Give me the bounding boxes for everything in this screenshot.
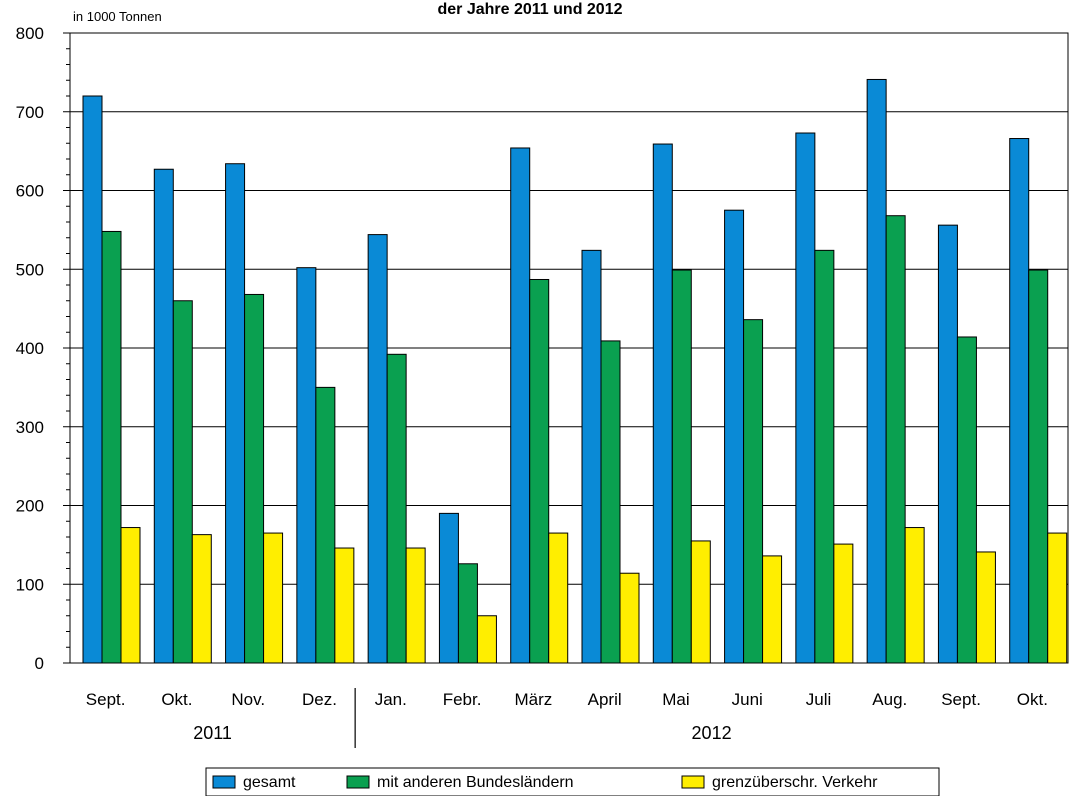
legend-label: gesamt <box>243 774 296 791</box>
bar-grenzueberschr <box>690 540 711 664</box>
legend-swatch <box>681 775 705 789</box>
bar-gesamt <box>724 209 745 664</box>
bar-bundeslaender <box>172 300 193 664</box>
x-tick-label: Febr. <box>443 690 482 709</box>
bar-bundeslaender <box>386 353 407 664</box>
x-tick-label: Nov. <box>231 690 265 709</box>
bar-bundeslaender <box>671 269 692 664</box>
bar-grenzueberschr <box>476 615 497 664</box>
bar-gesamt <box>510 147 531 664</box>
bar-grenzueberschr <box>762 555 783 664</box>
y-tick-label: 200 <box>16 497 44 516</box>
bar-grenzueberschr <box>263 532 284 664</box>
year-label: 2011 <box>193 723 232 743</box>
axes <box>63 32 1069 664</box>
x-tick-label: Okt. <box>161 690 192 709</box>
bar-grenzueberschr <box>904 527 925 664</box>
y-tick-label: 300 <box>16 418 44 437</box>
bar-gesamt <box>937 224 958 664</box>
bar-gesamt <box>153 168 174 664</box>
plot-frame <box>69 32 1069 664</box>
x-tick-label: Aug. <box>872 690 907 709</box>
axis-labels: 0 100 200 300 400 500 600 700 800 Sept. Okt. Nov. De… <box>16 24 1048 748</box>
bar-gesamt <box>438 512 459 664</box>
x-tick-label: Sept. <box>86 690 126 709</box>
bar-grenzueberschr <box>975 551 996 664</box>
bar-bundeslaender <box>101 230 122 664</box>
bar-grenzueberschr <box>1047 532 1068 664</box>
y-tick-label: 400 <box>16 339 44 358</box>
bar-gesamt <box>296 267 317 664</box>
bar-gesamt <box>1009 138 1030 664</box>
bar-gesamt <box>581 249 602 664</box>
bar-gesamt <box>82 95 103 664</box>
y-tick-label: 800 <box>16 24 44 43</box>
bar-bundeslaender <box>814 249 835 664</box>
y-tick-label: 600 <box>16 182 44 201</box>
legend-label: mit anderen Bundesländern <box>377 774 574 791</box>
bar-bundeslaender <box>529 278 550 664</box>
x-tick-label: Juli <box>806 690 832 709</box>
bar-grenzueberschr <box>120 527 141 664</box>
chart-title: der Jahre 2011 und 2012 <box>438 1 623 18</box>
legend-box <box>205 767 940 796</box>
bar-bundeslaender <box>600 340 621 664</box>
x-tick-label: April <box>588 690 622 709</box>
bar-grenzueberschr <box>619 572 640 664</box>
x-tick-label: Dez. <box>302 690 337 709</box>
legend-swatch <box>212 775 236 789</box>
bar-gesamt <box>866 78 887 664</box>
x-tick-label: Jan. <box>375 690 407 709</box>
y-tick-label: 0 <box>35 654 44 673</box>
y-tick-label: 500 <box>16 260 44 279</box>
bar-bundeslaender <box>315 386 336 664</box>
y-tick-label: 100 <box>16 575 44 594</box>
legend-label: grenzüberschr. Verkehr <box>712 774 878 791</box>
y-unit-label: in 1000 Tonnen <box>73 9 162 24</box>
bar-grenzueberschr <box>191 534 212 664</box>
bar-bundeslaender <box>743 319 764 664</box>
bar-gesamt <box>367 234 388 664</box>
year-label: 2012 <box>692 723 732 743</box>
bar-gesamt <box>652 143 673 664</box>
legend: gesamt mit anderen Bundesländern grenzüber… <box>205 767 940 796</box>
x-tick-label: Okt. <box>1017 690 1048 709</box>
bar-bundeslaender <box>885 215 906 664</box>
bar-gesamt <box>225 163 246 664</box>
bar-bundeslaender <box>244 293 265 664</box>
x-tick-label: Mai <box>662 690 689 709</box>
bar-grenzueberschr <box>833 543 854 664</box>
bar-bundeslaender <box>1028 269 1049 664</box>
bar-gesamt <box>795 132 816 664</box>
bar-grenzueberschr <box>334 547 355 664</box>
bars <box>82 78 1068 664</box>
bar-bundeslaender <box>956 336 977 664</box>
grid-lines <box>70 111 1068 585</box>
legend-swatch <box>346 775 370 789</box>
bar-grenzueberschr <box>548 532 569 664</box>
y-tick-label: 700 <box>16 103 44 122</box>
x-tick-label: Juni <box>732 690 763 709</box>
bar-grenzueberschr <box>405 547 426 664</box>
x-tick-label: März <box>514 690 552 709</box>
x-tick-label: Sept. <box>941 690 981 709</box>
bar-bundeslaender <box>457 563 478 664</box>
